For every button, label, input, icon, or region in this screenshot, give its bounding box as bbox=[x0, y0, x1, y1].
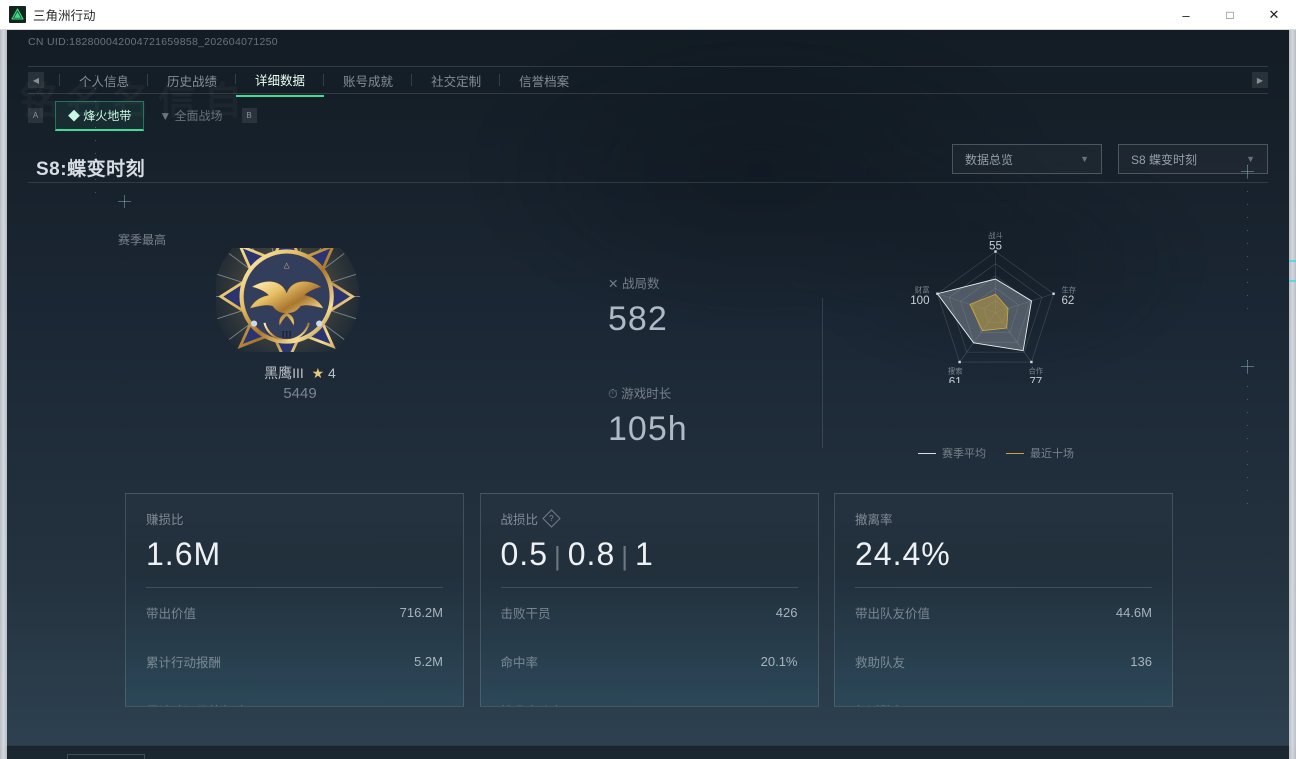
svg-text:100: 100 bbox=[910, 294, 929, 307]
svg-text:III: III bbox=[281, 329, 292, 339]
svg-text:61: 61 bbox=[949, 375, 962, 383]
svg-text:77: 77 bbox=[1029, 375, 1042, 383]
svg-text:生存: 生存 bbox=[1061, 285, 1076, 294]
svg-text:搜索: 搜索 bbox=[948, 367, 963, 376]
svg-text:合作: 合作 bbox=[1028, 367, 1043, 376]
svg-text:战斗: 战斗 bbox=[988, 231, 1003, 240]
svg-text:55: 55 bbox=[989, 240, 1002, 253]
svg-text:62: 62 bbox=[1061, 294, 1074, 307]
svg-text:财富: 财富 bbox=[915, 285, 930, 294]
